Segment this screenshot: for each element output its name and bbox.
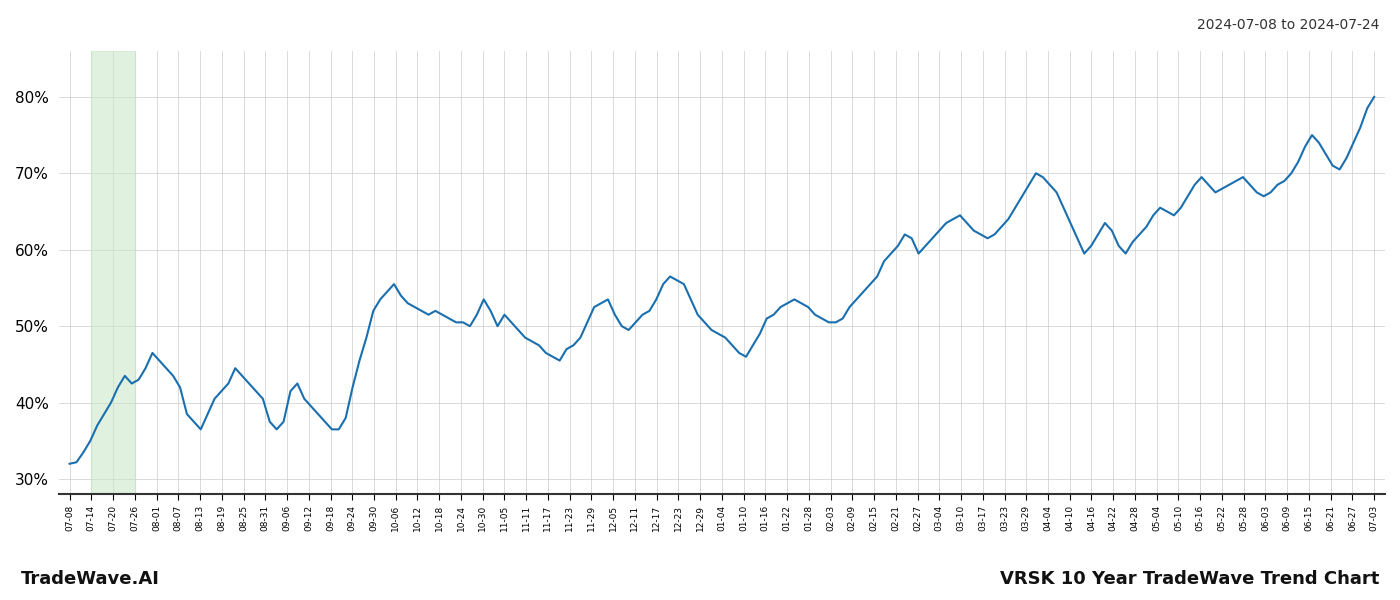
Text: VRSK 10 Year TradeWave Trend Chart: VRSK 10 Year TradeWave Trend Chart (1000, 570, 1379, 588)
Text: TradeWave.AI: TradeWave.AI (21, 570, 160, 588)
Text: 2024-07-08 to 2024-07-24: 2024-07-08 to 2024-07-24 (1197, 18, 1379, 32)
Bar (91, 51, 134, 494)
